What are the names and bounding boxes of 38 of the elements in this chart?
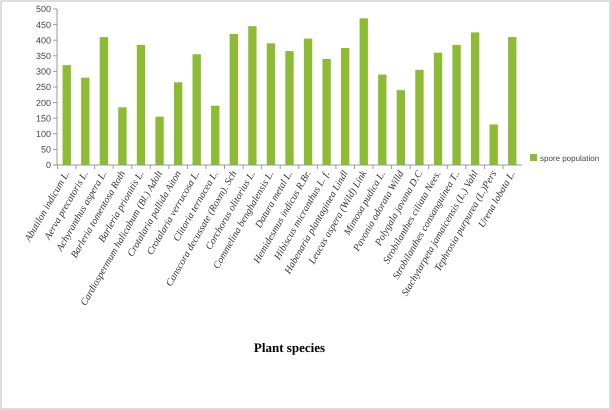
bar — [155, 116, 164, 165]
bar — [396, 90, 406, 165]
bar — [434, 52, 442, 165]
bar — [470, 32, 480, 165]
legend-label: spore population — [540, 154, 600, 163]
bar — [304, 38, 312, 165]
y-tick-label: 300 — [36, 66, 51, 77]
x-axis-title: Plant species — [254, 340, 326, 355]
y-tick-label: 450 — [36, 20, 51, 30]
bar — [62, 65, 71, 165]
y-tick-label: 400 — [36, 35, 51, 46]
bar — [192, 54, 201, 165]
bar — [508, 37, 516, 165]
y-tick-label: 350 — [36, 50, 51, 61]
y-tick-label: 200 — [36, 98, 51, 108]
y-tick-label: 100 — [36, 128, 51, 139]
bar — [266, 43, 276, 165]
y-tick-label: 250 — [36, 82, 51, 92]
y-tick-label: 50 — [40, 144, 51, 155]
bar — [136, 44, 146, 165]
bar — [452, 44, 461, 165]
bar — [415, 70, 424, 165]
y-tick-label: 500 — [36, 4, 51, 14]
bar — [248, 26, 257, 165]
bar — [378, 74, 386, 165]
bar — [490, 124, 498, 165]
bar — [322, 58, 331, 165]
bar — [285, 51, 294, 165]
y-tick-label: 150 — [36, 113, 51, 124]
bar — [118, 107, 127, 165]
bar — [100, 37, 108, 165]
bar — [360, 18, 368, 165]
bar — [341, 48, 350, 165]
bar — [211, 106, 220, 165]
bar — [174, 82, 182, 165]
bar — [230, 34, 238, 165]
y-tick-label: 0 — [46, 160, 51, 170]
bar — [81, 78, 90, 165]
